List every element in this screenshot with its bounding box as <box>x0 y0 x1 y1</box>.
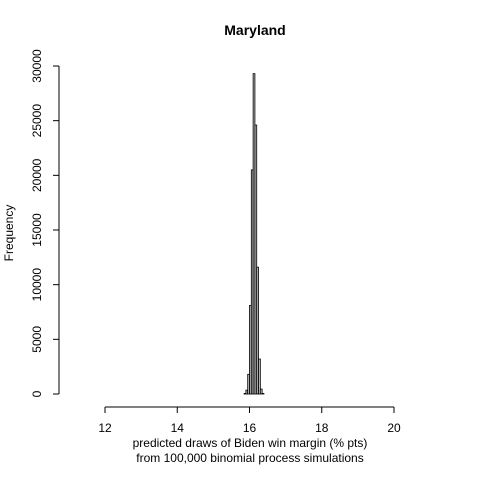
histogram-bar <box>258 358 261 395</box>
histogram-bars <box>243 73 265 395</box>
chart-title: Maryland <box>224 22 285 38</box>
histogram-bar <box>256 266 259 395</box>
histogram-bar <box>254 124 258 395</box>
x-tick-label: 12 <box>98 421 112 435</box>
y-tick-label: 5000 <box>30 326 44 353</box>
y-tick-label: 20000 <box>30 158 44 192</box>
x-tick-label: 18 <box>315 421 329 435</box>
y-axis-label: Frequency <box>2 205 16 262</box>
x-axis-label-line1: predicted draws of Biden win margin (% p… <box>133 436 368 450</box>
y-tick-label: 10000 <box>30 268 44 302</box>
y-tick-label: 25000 <box>30 104 44 138</box>
y-axis: 0 5000 10000 15000 20000 25000 30000 <box>30 49 60 397</box>
x-tick-label: 20 <box>387 421 401 435</box>
y-tick-label: 30000 <box>30 49 44 83</box>
x-tick-label: 16 <box>243 421 257 435</box>
x-tick-label: 14 <box>171 421 185 435</box>
histogram-bar <box>259 388 263 395</box>
x-axis-label-line2: from 100,000 binomial process simulation… <box>136 451 363 465</box>
y-tick-label: 15000 <box>30 213 44 247</box>
x-axis: 12 14 16 18 20 <box>98 406 401 435</box>
y-tick-label: 0 <box>30 390 44 397</box>
histogram-bar <box>261 393 265 395</box>
